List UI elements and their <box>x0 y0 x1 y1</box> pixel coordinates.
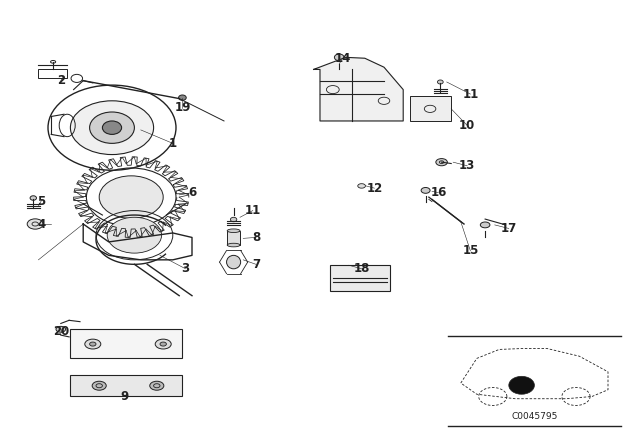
Ellipse shape <box>56 326 65 332</box>
Text: 17: 17 <box>500 222 517 235</box>
Text: 19: 19 <box>174 101 191 114</box>
Text: 16: 16 <box>430 186 447 199</box>
Bar <box>410 96 451 121</box>
Ellipse shape <box>230 217 237 222</box>
Text: 3: 3 <box>182 262 189 276</box>
Bar <box>70 329 182 358</box>
Ellipse shape <box>436 159 447 166</box>
Ellipse shape <box>438 80 443 84</box>
Text: 14: 14 <box>334 52 351 65</box>
Circle shape <box>102 121 122 134</box>
Text: 5: 5 <box>38 195 45 208</box>
Text: 15: 15 <box>462 244 479 258</box>
Ellipse shape <box>84 339 101 349</box>
Ellipse shape <box>179 95 186 100</box>
Text: 6: 6 <box>188 186 196 199</box>
Bar <box>38 69 67 78</box>
Ellipse shape <box>30 196 36 200</box>
Text: 7: 7 <box>252 258 260 271</box>
Text: 11: 11 <box>462 87 479 101</box>
Ellipse shape <box>90 342 96 346</box>
Text: 4: 4 <box>38 217 45 231</box>
Ellipse shape <box>227 243 240 247</box>
Ellipse shape <box>99 176 163 218</box>
Ellipse shape <box>92 381 106 390</box>
Text: 12: 12 <box>366 181 383 195</box>
Text: 1: 1 <box>169 137 177 150</box>
Bar <box>70 375 182 396</box>
Ellipse shape <box>421 188 430 194</box>
Text: 18: 18 <box>353 262 370 276</box>
Ellipse shape <box>70 101 154 155</box>
Text: 2: 2 <box>57 74 65 87</box>
Ellipse shape <box>28 219 44 229</box>
Ellipse shape <box>155 339 172 349</box>
Text: 9: 9 <box>121 390 129 403</box>
Text: 10: 10 <box>459 119 476 132</box>
Text: 20: 20 <box>52 325 69 338</box>
Ellipse shape <box>160 342 166 346</box>
Circle shape <box>90 112 134 143</box>
Bar <box>227 231 240 245</box>
Ellipse shape <box>480 222 490 228</box>
Text: 13: 13 <box>459 159 476 172</box>
Text: 11: 11 <box>244 204 261 217</box>
Ellipse shape <box>150 381 164 390</box>
Circle shape <box>509 376 534 394</box>
Ellipse shape <box>227 229 240 233</box>
Ellipse shape <box>108 217 162 253</box>
Ellipse shape <box>227 255 241 269</box>
Ellipse shape <box>335 54 344 61</box>
Polygon shape <box>314 57 403 121</box>
Text: 8: 8 <box>252 231 260 244</box>
Bar <box>330 265 390 291</box>
Text: C0045795: C0045795 <box>511 412 557 421</box>
Ellipse shape <box>358 184 365 188</box>
